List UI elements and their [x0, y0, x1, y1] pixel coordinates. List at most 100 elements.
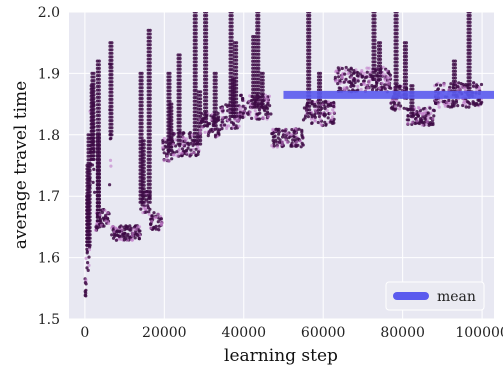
data-point — [194, 113, 198, 118]
data-point — [235, 72, 239, 76]
data-point — [178, 113, 182, 118]
data-point — [194, 81, 198, 85]
data-point — [338, 81, 342, 85]
data-point — [140, 71, 144, 75]
data-point — [462, 101, 466, 105]
data-point — [205, 56, 209, 60]
data-point — [97, 157, 101, 161]
data-point — [337, 75, 341, 79]
data-point — [168, 134, 172, 138]
data-point — [350, 81, 354, 85]
data-point — [97, 81, 101, 85]
data-point — [205, 60, 209, 64]
data-point — [378, 57, 383, 62]
data-point — [404, 51, 408, 55]
data-point — [277, 140, 281, 144]
data-point — [205, 77, 209, 81]
data-point — [88, 215, 92, 219]
data-point — [435, 83, 439, 87]
data-point — [235, 97, 239, 101]
data-point — [261, 115, 265, 119]
data-point — [373, 63, 377, 67]
data-point — [214, 124, 218, 128]
tick-labels: 0 20000 40000 60000 80000 100000 1.5 1.6 1.7 1.8 1… — [38, 5, 503, 341]
data-point — [235, 93, 239, 97]
data-point — [261, 81, 265, 86]
data-point — [86, 268, 90, 272]
data-point — [397, 107, 402, 111]
data-point — [436, 102, 440, 106]
data-point — [84, 278, 88, 282]
data-point — [156, 212, 160, 216]
data-point — [332, 104, 336, 109]
data-point — [83, 281, 87, 285]
legend-label-mean: mean — [437, 289, 476, 305]
data-point — [214, 82, 218, 86]
data-point — [290, 128, 294, 132]
data-point — [468, 62, 472, 66]
data-point — [230, 46, 234, 50]
data-point — [347, 68, 351, 72]
data-point — [205, 99, 209, 103]
data-point — [97, 182, 101, 187]
data-point — [148, 139, 152, 144]
data-point — [178, 110, 182, 114]
data-point — [295, 140, 299, 144]
data-point — [235, 107, 239, 111]
data-point — [420, 113, 425, 117]
data-point — [235, 114, 239, 118]
data-point — [148, 82, 152, 86]
data-point — [110, 41, 114, 45]
data-point — [230, 31, 234, 36]
x-tick-label: 40000 — [221, 325, 266, 341]
data-point — [140, 143, 144, 147]
data-point — [168, 75, 172, 79]
data-point — [373, 53, 377, 57]
data-point — [154, 224, 158, 228]
data-point — [168, 120, 172, 124]
data-point — [162, 151, 166, 155]
data-point — [97, 66, 101, 70]
data-point — [110, 76, 114, 80]
data-point — [298, 139, 302, 143]
x-axis-label: learning step — [224, 346, 338, 366]
data-point — [205, 12, 209, 14]
data-point — [423, 111, 427, 115]
data-point — [261, 88, 265, 92]
data-point — [92, 136, 96, 140]
data-point — [88, 204, 92, 208]
data-point — [149, 222, 153, 227]
data-point — [230, 60, 234, 64]
data-point — [92, 86, 96, 90]
data-point — [170, 139, 175, 143]
data-point — [188, 154, 192, 158]
data-point — [214, 103, 218, 107]
data-point — [235, 76, 239, 80]
data-point — [373, 24, 377, 28]
data-point — [419, 119, 423, 123]
data-point — [214, 113, 218, 117]
y-tick-label: 2.0 — [38, 5, 60, 21]
data-point — [194, 135, 198, 139]
data-point — [257, 77, 261, 81]
data-point — [468, 34, 472, 38]
data-point — [442, 83, 446, 87]
data-point — [194, 110, 198, 114]
data-point — [205, 113, 209, 117]
data-point — [148, 28, 152, 32]
data-point — [88, 225, 92, 230]
data-point — [375, 81, 379, 85]
data-point — [194, 153, 198, 157]
data-point — [272, 135, 276, 139]
data-point — [115, 233, 119, 237]
data-point — [181, 135, 185, 139]
data-point — [350, 76, 354, 80]
data-point — [246, 111, 250, 115]
data-point — [468, 82, 472, 87]
data-point — [194, 21, 198, 25]
data-point — [343, 72, 347, 76]
data-point — [148, 154, 152, 158]
data-point — [148, 190, 152, 194]
data-point — [140, 186, 144, 190]
data-point — [97, 117, 101, 121]
